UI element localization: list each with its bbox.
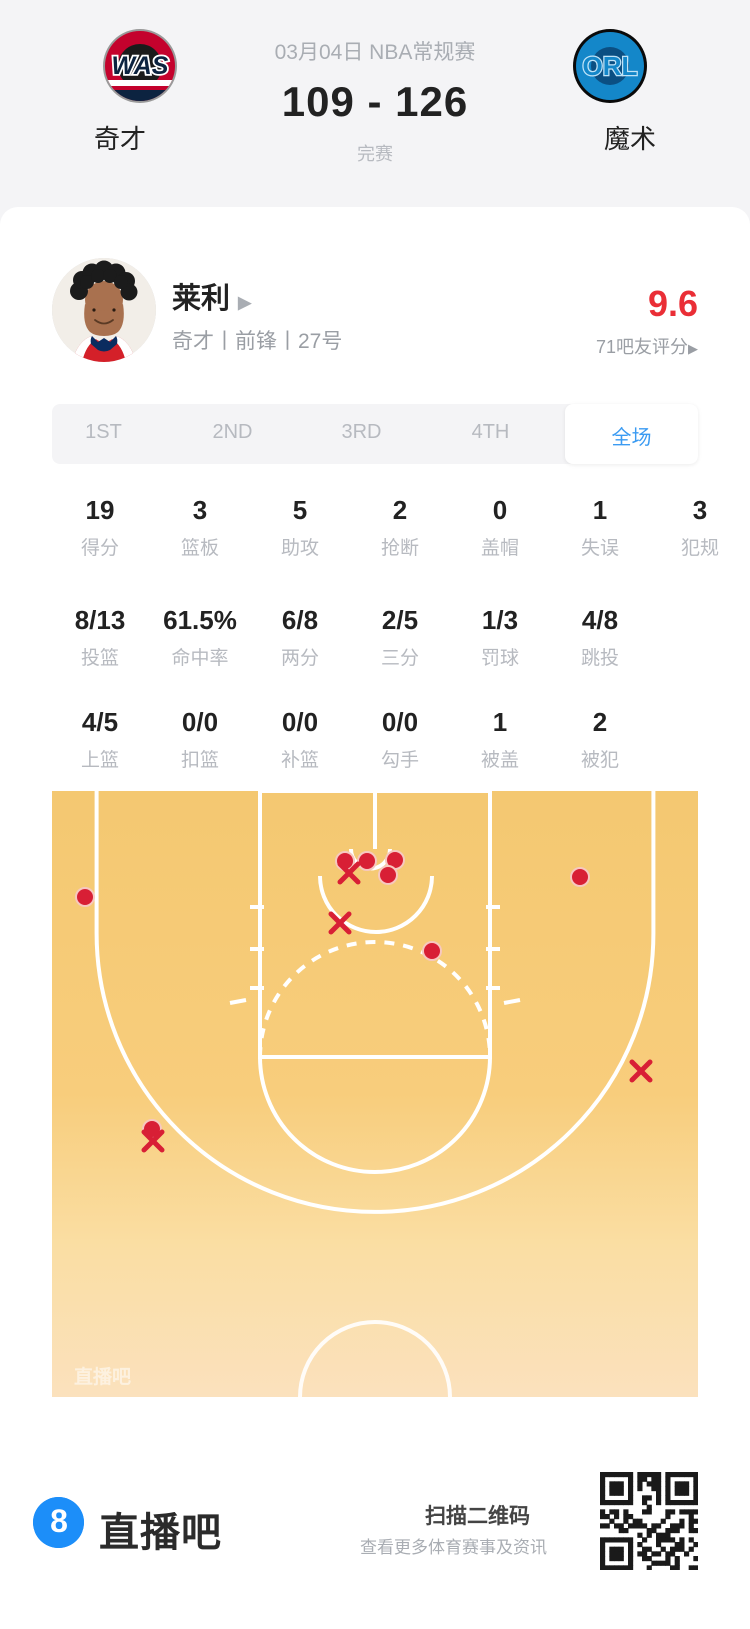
svg-text:ORL: ORL bbox=[583, 51, 638, 81]
svg-text:8: 8 bbox=[50, 1503, 68, 1539]
svg-text:WAS: WAS bbox=[112, 52, 169, 80]
svg-text:直播吧: 直播吧 bbox=[74, 1365, 131, 1388]
